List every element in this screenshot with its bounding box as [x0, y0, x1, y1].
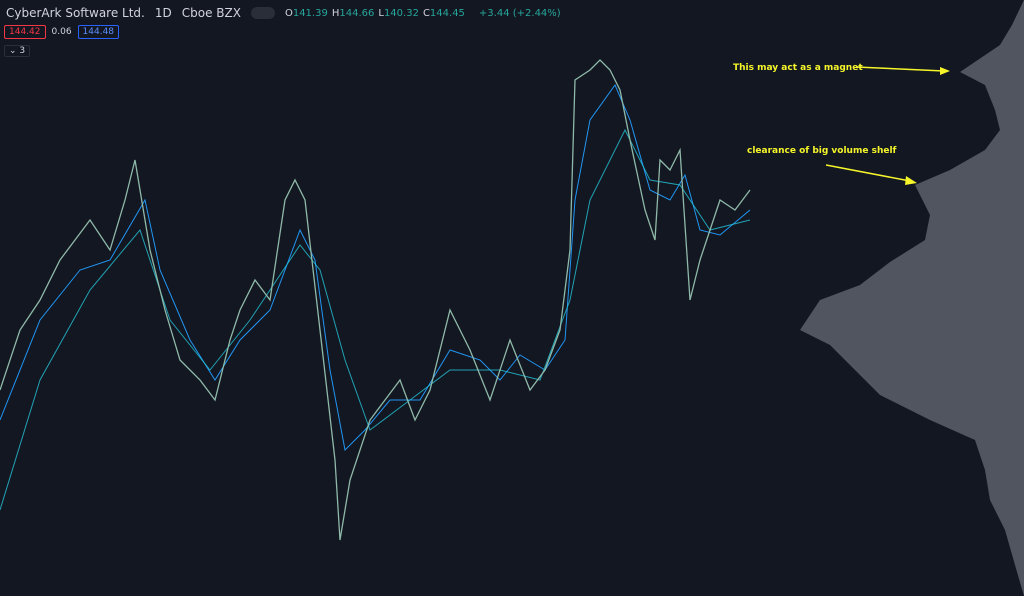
annotation: This may act as a magnet	[733, 63, 863, 73]
ohlc-value: 141.39	[292, 7, 328, 19]
header: CyberArk Software Ltd. 1D Cboe BZX O141.…	[6, 6, 561, 20]
ohlc-key: C	[422, 7, 430, 19]
ohlc-item: L140.32	[378, 8, 419, 19]
indicator-toggle[interactable]: ⌄ 3	[4, 45, 31, 57]
ohlc-item: H144.66	[332, 8, 375, 19]
bid[interactable]: 144.42	[4, 25, 46, 39]
ohlc-value: 144.45	[429, 7, 465, 19]
symbol: CyberArk Software Ltd.	[6, 6, 145, 20]
ma-slow	[0, 128, 751, 511]
interval[interactable]: 1D	[154, 6, 172, 20]
price	[0, 59, 751, 541]
arrowhead	[905, 176, 917, 185]
ohlc-value: 144.66	[339, 7, 375, 19]
status-toggle[interactable]	[250, 7, 275, 19]
volume-profile	[800, 0, 1024, 596]
change: +3.44 (+2.44%)	[478, 7, 561, 19]
indicator-count: 3	[19, 46, 26, 56]
ohlc-item: C144.45	[423, 8, 465, 19]
quote-row: 144.42 0.06 144.48	[4, 25, 120, 39]
ohlc-key: H	[331, 7, 340, 19]
ohlc-value: 140.32	[383, 7, 419, 19]
ohlc-item: O141.39	[285, 8, 328, 19]
spread: 0.06	[51, 27, 72, 37]
ohlc-key: O	[284, 7, 293, 19]
ohlc: O141.39 H144.66 L140.32 C144.45	[285, 8, 469, 19]
arrow	[825, 164, 911, 182]
ask[interactable]: 144.48	[77, 25, 120, 39]
ohlc-key: L	[378, 7, 384, 19]
ma-fast	[0, 83, 751, 452]
annotation: clearance of big volume shelf	[747, 146, 897, 156]
arrowhead	[940, 67, 950, 75]
exchange: Cboe BZX	[181, 6, 241, 20]
arrow	[855, 66, 945, 72]
